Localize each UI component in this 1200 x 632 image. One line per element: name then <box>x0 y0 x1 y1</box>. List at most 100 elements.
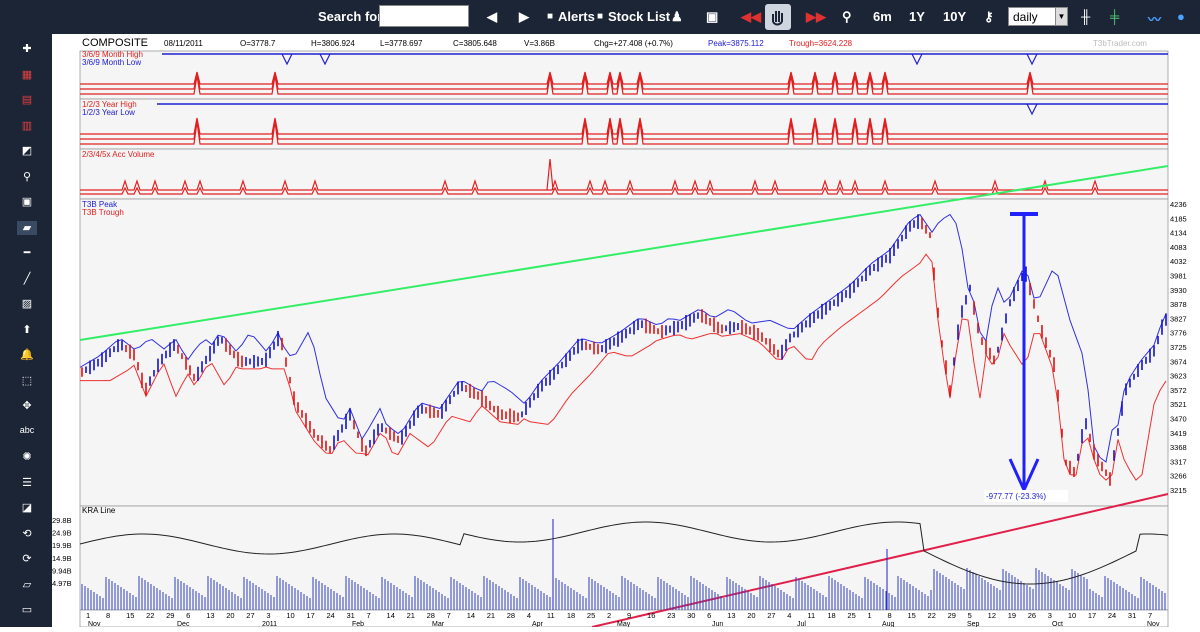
drawdown-label-bg <box>984 490 1068 502</box>
watermark: T3bTrader.com <box>1093 39 1147 48</box>
p1-high-line-1 <box>80 73 1168 90</box>
volume-axis-tick: 9.94B <box>52 566 72 575</box>
alert-bell-icon[interactable]: ♟ <box>671 9 683 24</box>
candle-icon[interactable]: ╫ <box>1081 9 1091 24</box>
volume-axis-tick: 4.97B <box>52 579 72 588</box>
date-axis-day: 19 <box>1008 611 1016 620</box>
zoom-icon[interactable]: ⚲ <box>22 170 32 183</box>
date-axis-day: 17 <box>1088 611 1096 620</box>
overlay-icon[interactable]: ▥ <box>21 119 33 132</box>
chart-canvas[interactable]: 4236418541344083403239813930387838273776… <box>52 34 1200 628</box>
interval-select[interactable]: daily ▼ <box>1008 7 1068 26</box>
camera-icon[interactable]: ▣ <box>706 9 719 24</box>
save-icon[interactable]: ▣ <box>21 196 33 208</box>
zoom-icon[interactable]: ⚲ <box>842 9 852 24</box>
p1-dip-2 <box>911 53 923 66</box>
peak-value: Peak=3875.112 <box>708 39 764 48</box>
ruler-icon[interactable]: ▭ <box>21 604 33 616</box>
arrow-up-icon[interactable]: ⬆ <box>22 323 32 336</box>
color-icon[interactable]: ✺ <box>22 451 32 463</box>
prev-arrow-icon[interactable]: ◀ <box>487 9 497 24</box>
alert-bell-icon[interactable]: 🔔 <box>20 349 34 361</box>
panel-year-highs <box>79 98 1169 150</box>
date-axis-day: 14 <box>467 611 475 620</box>
date-axis-day: 10 <box>286 611 294 620</box>
date-axis-month: Jun <box>712 621 723 627</box>
line-chart-icon[interactable]: 〰 <box>1148 12 1162 27</box>
compare-icon[interactable]: ◩ <box>21 145 33 157</box>
trendline-icon[interactable]: ╱ <box>23 272 31 285</box>
range-1y-button[interactable]: 1Y <box>909 9 925 24</box>
volume-axis-tick: 24.9B <box>52 529 72 538</box>
date-axis-day: 13 <box>727 611 735 620</box>
plus-icon[interactable]: ✚ <box>22 43 32 55</box>
stock-list-checkbox-icon[interactable]: ■ <box>597 11 604 22</box>
key-icon[interactable]: ⚷ <box>984 9 994 24</box>
kra-line <box>79 521 1169 585</box>
date-axis-day: 7 <box>367 611 371 620</box>
next-arrow-icon[interactable]: ▶ <box>519 9 529 24</box>
price-axis-tick: 3827 <box>1170 314 1187 323</box>
menu-icon[interactable]: ☰ <box>22 476 32 489</box>
date-axis-day: 31 <box>346 611 354 620</box>
redo-icon[interactable]: ⟳ <box>22 553 32 565</box>
stock-list-label[interactable]: Stock List <box>608 9 671 24</box>
twitter-icon[interactable]: ● <box>1177 9 1185 24</box>
price-axis-tick: 3674 <box>1170 357 1187 366</box>
p1-dip-0 <box>281 53 293 66</box>
price-axis-tick: 3419 <box>1170 429 1187 438</box>
pointer-icon[interactable]: ✥ <box>22 400 32 412</box>
volume-value: V=3.86B <box>524 39 555 48</box>
chart-type-icon[interactable]: ▦ <box>21 68 33 81</box>
clear-icon[interactable]: ◪ <box>21 502 33 514</box>
price-axis-tick: 3317 <box>1170 457 1187 466</box>
bar-date: 08/11/2011 <box>164 39 203 48</box>
price-axis-tick: 4185 <box>1170 214 1187 223</box>
search-input[interactable] <box>379 5 469 27</box>
text-icon[interactable]: abc <box>19 424 35 435</box>
fib-icon[interactable]: ▨ <box>21 298 33 310</box>
date-axis-day: 31 <box>1128 611 1136 620</box>
close-value: C=3805.648 <box>453 39 497 48</box>
trough-value: Trough=3624.228 <box>789 39 853 48</box>
rectangle-icon[interactable]: ⬚ <box>21 374 33 387</box>
date-axis-day: 11 <box>547 611 555 620</box>
p3-line-0 <box>80 186 1168 195</box>
fast-forward-icon[interactable]: ▶▶ <box>806 9 826 24</box>
date-axis-day: 29 <box>166 611 174 620</box>
p2-high-line-0 <box>80 121 1168 145</box>
volume-axis-tick: 29.8B <box>52 516 72 525</box>
p2-high-line-2 <box>80 117 1168 135</box>
high-value: H=3806.924 <box>311 39 355 48</box>
date-axis-day: 8 <box>887 611 891 620</box>
rewind-icon[interactable]: ◀◀ <box>741 9 761 24</box>
draw-icon[interactable]: ▰ <box>17 220 37 235</box>
trough-line <box>80 253 1167 481</box>
p1-label-high: 3/6/9 Month High <box>82 50 143 59</box>
indicator-icon[interactable]: ▤ <box>21 94 33 106</box>
date-axis-day: 7 <box>447 611 451 620</box>
eraser-icon[interactable]: ▱ <box>22 578 32 591</box>
price-axis-tick: 3878 <box>1170 300 1187 309</box>
pan-hand-button[interactable] <box>765 4 791 30</box>
low-value: L=3778.697 <box>380 39 423 48</box>
hline-icon[interactable]: ━ <box>23 247 31 259</box>
chart-area[interactable]: 4236 4185 4134 4083 4032 3981 3930 3878 3827 3776… <box>52 34 1200 628</box>
date-axis-day: 18 <box>567 611 575 620</box>
range-10y-button[interactable]: 10Y <box>943 9 967 24</box>
price-axis-tick: 4083 <box>1170 243 1187 252</box>
p3-line-1 <box>80 179 1168 191</box>
date-axis-day: 9 <box>627 611 631 620</box>
date-axis-day: 10 <box>1068 611 1076 620</box>
p3-label: 2/3/4/5x Acc Volume <box>82 150 155 159</box>
p1-high-line-0 <box>80 75 1168 95</box>
alerts-label[interactable]: Alerts <box>558 9 595 24</box>
date-axis-day: 13 <box>206 611 214 620</box>
range-6m-button[interactable]: 6m <box>873 9 892 24</box>
panel-price <box>79 198 1169 507</box>
change-value: Chg=+27.408 (+0.7%) <box>594 39 673 48</box>
undo-icon[interactable]: ⟲ <box>22 527 32 540</box>
drawdown-annotation: -977.77 (-23.3%) <box>986 492 1046 501</box>
alerts-checkbox-icon[interactable]: ■ <box>547 11 554 22</box>
bar-chart-icon[interactable]: ╪ <box>1110 9 1120 24</box>
